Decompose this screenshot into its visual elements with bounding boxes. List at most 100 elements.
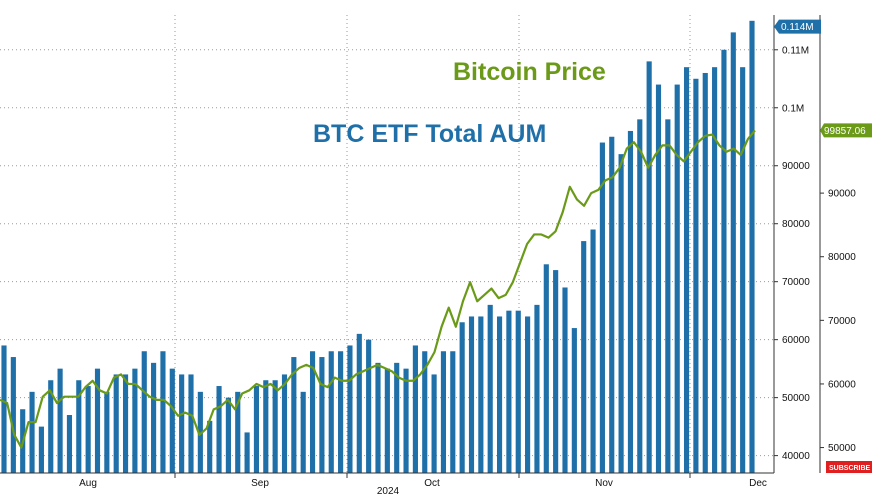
aum-bar: [581, 241, 587, 473]
aum-bar: [207, 420, 213, 473]
aum-bar: [403, 368, 409, 473]
aum-bar: [57, 368, 63, 473]
price-tick-label: 50000: [828, 443, 856, 454]
aum-bar: [609, 136, 615, 473]
aum-bar: [384, 368, 390, 473]
subscribe-label[interactable]: SUBSCRIBE: [829, 465, 871, 472]
price-tick-label: 80000: [828, 252, 856, 263]
aum-bar: [496, 316, 503, 473]
aum-bar: [113, 374, 119, 473]
aum-tick-label: 60000: [782, 335, 810, 346]
aum-bar: [674, 84, 680, 473]
gridlines: [0, 15, 774, 473]
aum-bar: [29, 391, 35, 473]
aum-bar: [478, 316, 484, 473]
aum-bar: [459, 322, 465, 473]
subscribe-badge-bg[interactable]: [826, 461, 872, 473]
x-tick-label: Nov: [595, 478, 613, 489]
price-last-value-label: 99857.06: [824, 126, 866, 137]
aum-bar: [627, 130, 634, 473]
aum-bar: [375, 362, 381, 473]
aum-tick-label: 70000: [782, 277, 810, 288]
aum-bar: [10, 357, 16, 473]
x-year-label: 2024: [377, 486, 400, 495]
aum-bar: [188, 374, 194, 473]
aum-tick-label: 0.11M: [782, 45, 809, 56]
aum-bar: [618, 154, 624, 473]
aum-bar: [740, 67, 746, 474]
aum-bar: [272, 380, 278, 473]
aum-tick-label: 90000: [782, 161, 810, 172]
aum-bar: [571, 328, 577, 473]
aum-bar: [655, 84, 662, 473]
aum-bar: [300, 391, 306, 473]
aum-tick-label: 50000: [782, 393, 810, 404]
aum-bar: [338, 351, 344, 473]
aum-bar: [225, 397, 231, 473]
price-tick-label: 70000: [828, 316, 856, 327]
aum-bar: [38, 426, 44, 473]
aum-bar: [749, 20, 755, 474]
aum-bar: [169, 368, 175, 473]
btc-etf-aum-annotation: BTC ETF Total AUM: [313, 120, 546, 148]
aum-bar: [506, 310, 512, 473]
price-tick-label: 90000: [828, 189, 856, 200]
aum-bar: [702, 72, 708, 473]
aum-bar: [366, 339, 372, 473]
aum-bar: [132, 368, 138, 473]
x-axis: Aug Sep Oct Nov Dec 2024: [79, 473, 767, 495]
aum-bar: [319, 357, 325, 473]
aum-bar: [534, 304, 540, 473]
aum-bar: [693, 78, 699, 474]
aum-bar: [553, 270, 559, 473]
price-line: [0, 129, 756, 449]
aum-bar: [104, 391, 110, 473]
aum-bar: [1, 345, 7, 473]
aum-bar: [216, 386, 222, 473]
aum-bar: [356, 333, 362, 473]
subscribe-badge[interactable]: SUBSCRIBE: [826, 461, 872, 473]
aum-bar: [712, 67, 718, 474]
aum-bar: [450, 351, 456, 473]
aum-bar: [394, 362, 400, 473]
aum-bar: [468, 316, 475, 473]
x-tick-label: Aug: [79, 478, 97, 489]
aum-bar: [683, 67, 690, 474]
aum-bar: [281, 374, 288, 473]
aum-bar: [487, 304, 493, 473]
bitcoin-price-annotation: Bitcoin Price: [453, 58, 606, 86]
aum-bar: [48, 380, 54, 473]
aum-bar: [721, 49, 727, 473]
aum-tick-label: 0.1M: [782, 103, 804, 114]
aum-bar: [515, 310, 521, 473]
aum-tick-label: 80000: [782, 219, 810, 230]
aum-bar: [440, 351, 447, 473]
aum-tick-label: 40000: [782, 451, 810, 462]
x-tick-label: Oct: [424, 478, 440, 489]
aum-bar: [309, 351, 316, 473]
aum-bars: [1, 20, 755, 474]
aum-bar: [562, 287, 568, 473]
aum-bar: [525, 316, 531, 473]
price-tick-label: 60000: [828, 379, 856, 390]
aum-bar: [263, 380, 269, 473]
aum-bar: [160, 351, 166, 473]
aum-bar: [122, 374, 129, 473]
aum-bar: [94, 368, 101, 473]
aum-bar: [235, 391, 241, 473]
aum-bar: [646, 61, 652, 473]
x-tick-label: Dec: [749, 478, 767, 489]
aum-bar: [599, 142, 605, 474]
aum-bar: [179, 374, 185, 473]
aum-bar: [197, 391, 203, 473]
aum-bar: [141, 351, 147, 473]
aum-bar: [665, 119, 671, 473]
aum-bar: [347, 345, 353, 473]
aum-bar: [76, 380, 82, 473]
aum-bar: [244, 432, 250, 473]
aum-bar: [637, 119, 643, 473]
axes: 40000 50000 60000 70000 80000 90000 0.1M 0.11M 5…: [0, 15, 856, 474]
aum-last-value-tag: 0.114M: [774, 19, 821, 34]
aum-last-value-label: 0.114M: [781, 22, 814, 33]
